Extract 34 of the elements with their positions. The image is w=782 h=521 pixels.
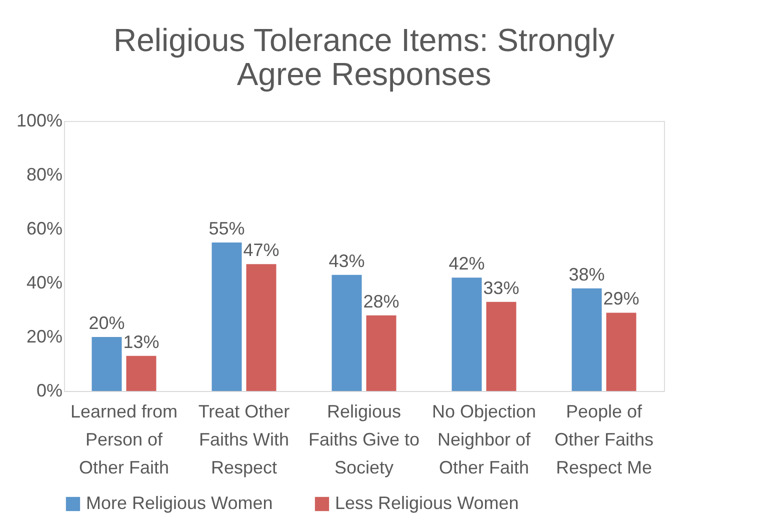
data-label: 33% — [483, 278, 520, 298]
y-tick-label: 40% — [26, 272, 62, 292]
bar — [366, 315, 396, 391]
data-label: 38% — [568, 264, 605, 284]
data-label: 43% — [328, 250, 365, 271]
bar — [486, 302, 516, 391]
chart-title: Religious Tolerance Items: Strongly Agree Responses — [114, 22, 614, 92]
bar — [126, 356, 156, 391]
legend-label: Less Religious Women — [335, 493, 519, 513]
y-tick-label: 0% — [36, 380, 62, 400]
data-label: 55% — [208, 218, 245, 238]
x-tick-label: People of Other Faiths Respect Me — [554, 402, 654, 478]
bar — [212, 242, 242, 391]
bar — [92, 337, 122, 391]
bar — [572, 288, 602, 391]
data-label: 13% — [123, 332, 160, 352]
data-label: 42% — [448, 254, 485, 274]
data-label: 47% — [243, 240, 280, 260]
data-label: 29% — [603, 288, 640, 309]
data-label: 20% — [88, 313, 125, 333]
x-tick-label: Treat Other Faiths With Respect — [198, 402, 290, 478]
y-tick-label: 60% — [26, 218, 62, 238]
bar — [246, 264, 276, 391]
data-label: 28% — [363, 291, 400, 312]
y-tick-label: 80% — [26, 164, 62, 184]
legend-label: More Religious Women — [86, 493, 273, 513]
x-tick-label: Learned from Person of Other Faith — [70, 402, 178, 478]
x-tick-label: Religious Faiths Give to Society — [308, 402, 420, 478]
bar — [606, 312, 636, 391]
bar — [452, 278, 482, 391]
x-tick-label: No Objection Neighbor of Other Faith — [432, 402, 536, 478]
y-tick-label: 20% — [26, 326, 62, 346]
bar — [332, 274, 362, 391]
y-tick-label: 100% — [16, 110, 62, 130]
